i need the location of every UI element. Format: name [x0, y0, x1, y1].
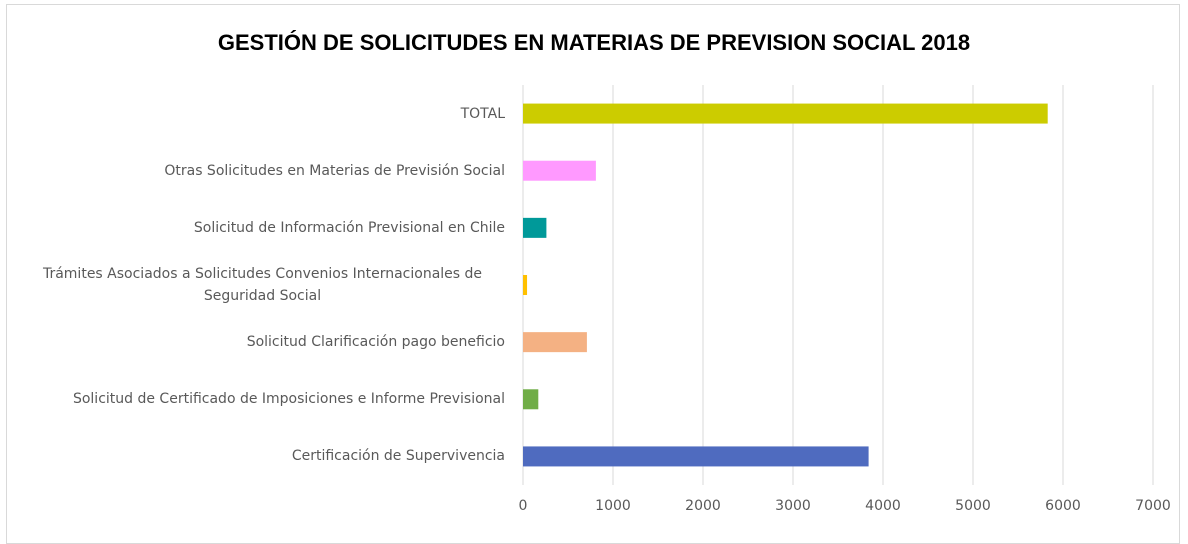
bar — [523, 332, 587, 353]
y-tick-label: Solicitud Clarificación pago beneficio — [246, 334, 505, 351]
bar — [523, 389, 539, 410]
x-tick-label: 2000 — [685, 498, 721, 514]
x-tick-label: 1000 — [595, 498, 631, 514]
x-tick-label: 3000 — [775, 498, 811, 514]
x-tick-label: 0 — [518, 498, 528, 514]
x-tick-label: 7000 — [1135, 498, 1171, 514]
bar — [523, 160, 596, 181]
x-tick-label: 6000 — [1045, 498, 1081, 514]
x-tick-label: 5000 — [955, 498, 991, 514]
y-tick-label: Trámites Asociados a Solicitudes Conveni… — [42, 266, 483, 304]
bar — [523, 275, 528, 295]
bar — [523, 446, 869, 467]
y-tick-label: TOTAL — [460, 105, 505, 122]
y-tick-label: Solicitud de Certificado de Imposiciones… — [72, 391, 505, 408]
y-tick-label: Certificación de Supervivencia — [291, 448, 505, 465]
y-tick-label: Otras Solicitudes en Materias de Previsi… — [164, 162, 505, 179]
bar — [523, 217, 547, 238]
bar — [523, 103, 1048, 124]
x-tick-label: 4000 — [865, 498, 901, 514]
chart — [522, 85, 1154, 485]
chart-title: GESTIÓN DE SOLICITUDES EN MATERIAS DE PR… — [217, 30, 971, 55]
page: GESTIÓN DE SOLICITUDES EN MATERIAS DE PR… — [6, 4, 1180, 544]
y-tick-label: Solicitud de Información Previsional en … — [193, 219, 505, 236]
